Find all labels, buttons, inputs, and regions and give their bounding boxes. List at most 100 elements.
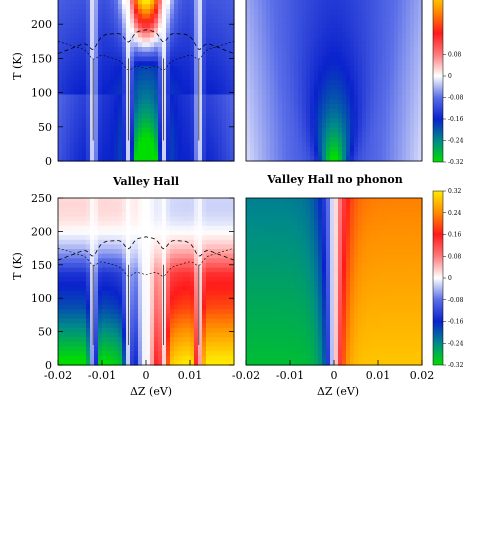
heatmap-cell bbox=[406, 123, 411, 129]
heatmap-cell bbox=[270, 235, 275, 241]
heatmap-cell bbox=[142, 85, 147, 91]
heatmap-cell bbox=[118, 249, 123, 255]
heatmap-cell bbox=[106, 235, 111, 241]
heatmap-cell bbox=[110, 249, 115, 255]
heatmap-cell bbox=[286, 146, 291, 153]
heatmap-cell bbox=[186, 156, 191, 162]
heatmap-cell bbox=[114, 32, 119, 39]
heatmap-cell bbox=[306, 89, 311, 96]
heatmap-cell bbox=[354, 99, 359, 105]
heatmap-cell bbox=[270, 75, 275, 81]
heatmap-cell bbox=[82, 28, 87, 34]
heatmap-cell bbox=[310, 80, 315, 86]
heatmap-cell bbox=[230, 244, 235, 250]
heatmap-cell bbox=[286, 18, 291, 24]
heatmap-cell bbox=[298, 104, 303, 110]
heatmap-cell bbox=[58, 118, 63, 124]
heatmap-cell bbox=[362, 42, 367, 48]
heatmap-cell bbox=[106, 113, 111, 119]
heatmap-cell bbox=[358, 66, 363, 72]
heatmap-cell bbox=[342, 66, 347, 72]
heatmap-cell bbox=[94, 258, 99, 264]
heatmap-cell bbox=[154, 18, 159, 24]
heatmap-cell bbox=[206, 56, 211, 62]
heatmap-cell bbox=[278, 80, 283, 86]
heatmap-cell bbox=[90, 89, 95, 96]
heatmap-cell bbox=[290, 132, 295, 138]
heatmap-cell bbox=[122, 276, 127, 283]
heatmap-cell bbox=[346, 137, 351, 143]
heatmap-cell bbox=[374, 32, 379, 39]
heatmap-cell bbox=[386, 28, 391, 34]
heatmap-cell bbox=[98, 89, 103, 96]
heatmap-cell bbox=[150, 66, 155, 72]
heatmap-cell bbox=[258, 360, 263, 366]
heatmap-cell bbox=[262, 216, 267, 222]
heatmap-cell bbox=[158, 230, 163, 236]
heatmap-cell bbox=[130, 337, 135, 343]
heatmap-cell bbox=[58, 313, 63, 320]
heatmap-cell bbox=[126, 355, 131, 361]
heatmap-cell bbox=[134, 272, 139, 278]
heatmap-cell bbox=[410, 156, 415, 162]
heatmap-cell bbox=[198, 235, 203, 241]
heatmap-cell bbox=[230, 258, 235, 264]
heatmap-cell bbox=[250, 85, 255, 91]
heatmap-cell bbox=[118, 85, 123, 91]
heatmap-cell bbox=[218, 262, 223, 269]
heatmap-cell bbox=[318, 56, 323, 62]
heatmap-cell bbox=[378, 66, 383, 72]
heatmap-cell bbox=[334, 28, 339, 34]
heatmap-cell bbox=[134, 89, 139, 96]
heatmap-cell bbox=[310, 137, 315, 143]
heatmap-cell bbox=[294, 151, 299, 157]
heatmap-cell bbox=[78, 66, 83, 72]
heatmap-cell bbox=[138, 56, 143, 62]
heatmap-cell bbox=[398, 56, 403, 62]
heatmap-cell bbox=[182, 244, 187, 250]
heatmap-cell bbox=[118, 28, 123, 34]
heatmap-cell bbox=[230, 137, 235, 143]
heatmap-cell bbox=[58, 28, 63, 34]
heatmap-cell bbox=[138, 80, 143, 86]
heatmap-cell bbox=[334, 156, 339, 162]
heatmap-cell bbox=[350, 51, 355, 58]
heatmap-cell bbox=[86, 253, 91, 259]
heatmap-cell bbox=[86, 118, 91, 124]
heatmap-cell bbox=[258, 300, 263, 306]
heatmap-cell bbox=[146, 0, 151, 5]
heatmap-cell bbox=[142, 118, 147, 124]
heatmap-cell bbox=[70, 309, 75, 315]
heatmap-cell bbox=[418, 132, 423, 138]
heatmap-cell bbox=[58, 202, 63, 208]
heatmap-cell bbox=[190, 198, 195, 204]
heatmap-cell bbox=[210, 113, 215, 119]
heatmap-cell bbox=[178, 85, 183, 91]
heatmap-cell bbox=[122, 351, 127, 357]
heatmap-cell bbox=[166, 286, 171, 292]
heatmap-cell bbox=[150, 75, 155, 81]
heatmap-cell bbox=[194, 89, 199, 96]
heatmap-cell bbox=[222, 156, 227, 162]
heatmap-cell bbox=[150, 123, 155, 129]
heatmap-cell bbox=[142, 47, 147, 53]
heatmap-cell bbox=[70, 142, 75, 148]
heatmap-cell bbox=[78, 4, 83, 10]
heatmap-cell bbox=[274, 80, 279, 86]
heatmap-cell bbox=[146, 313, 151, 320]
heatmap-cell bbox=[298, 28, 303, 34]
heatmap-cell bbox=[150, 290, 155, 297]
heatmap-cell bbox=[206, 108, 211, 115]
heatmap-cell bbox=[334, 137, 339, 143]
heatmap-cell bbox=[82, 66, 87, 72]
heatmap-cell bbox=[94, 23, 99, 29]
heatmap-cell bbox=[262, 127, 267, 134]
heatmap-cell bbox=[70, 286, 75, 292]
heatmap-cell bbox=[190, 75, 195, 81]
heatmap-cell bbox=[378, 9, 383, 15]
heatmap-cell bbox=[318, 132, 323, 138]
heatmap-cell bbox=[294, 123, 299, 129]
heatmap-cell bbox=[102, 9, 107, 15]
heatmap-cell bbox=[202, 0, 207, 5]
heatmap-cell bbox=[82, 341, 87, 348]
